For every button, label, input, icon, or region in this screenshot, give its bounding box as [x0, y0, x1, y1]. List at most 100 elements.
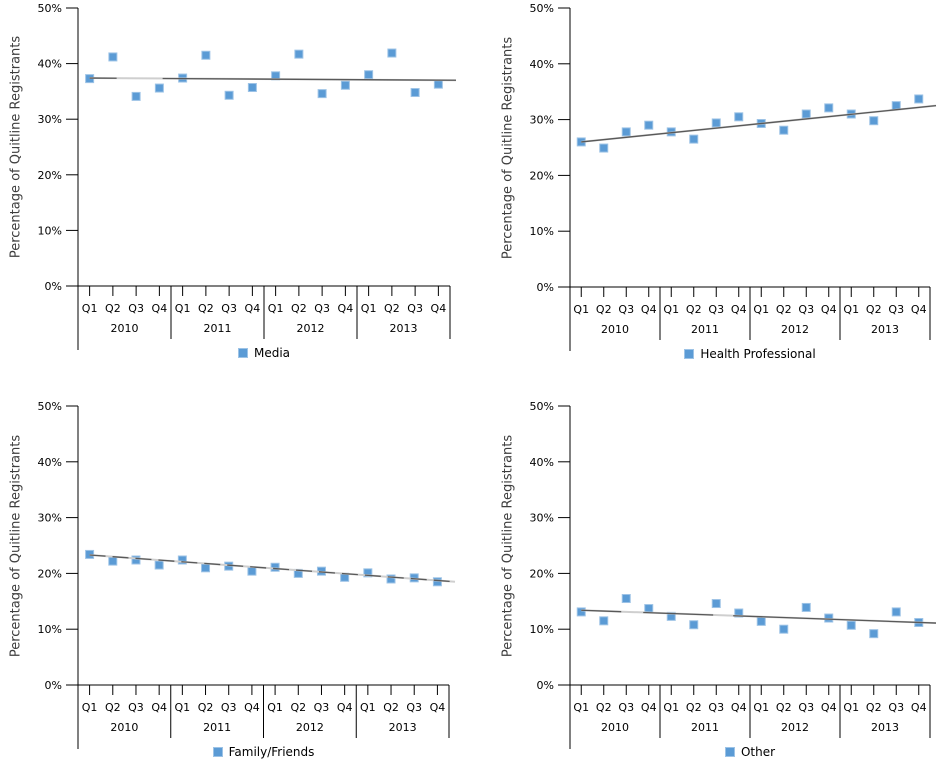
quarter-label: Q2 [198, 701, 214, 714]
quarter-label: Q4 [731, 701, 747, 714]
quarter-label: Q4 [641, 701, 657, 714]
quarter-label: Q4 [244, 701, 260, 714]
data-point [201, 563, 211, 573]
data-point [644, 120, 654, 130]
year-label: 2011 [691, 721, 719, 734]
data-point [294, 49, 304, 59]
y-tick-label: 20% [38, 169, 62, 182]
quarter-label: Q4 [911, 701, 927, 714]
year-label: 2012 [781, 323, 809, 336]
y-tick-label: 40% [530, 58, 554, 71]
legend-health-professional: Health Professional [570, 347, 930, 361]
data-point [846, 620, 856, 630]
quarter-label: Q1 [663, 701, 679, 714]
quarter-label: Q2 [105, 302, 121, 315]
quarter-label: Q2 [383, 701, 399, 714]
quarter-label: Q4 [821, 701, 837, 714]
data-point [131, 555, 141, 565]
data-point [599, 616, 609, 626]
data-point [340, 80, 350, 90]
data-point [666, 611, 676, 621]
y-tick-label: 20% [38, 567, 62, 580]
legend-other: Other [570, 745, 930, 759]
trend-line [581, 609, 937, 624]
quarter-label: Q3 [406, 701, 422, 714]
quarter-label: Q1 [753, 303, 769, 316]
data-point [363, 568, 373, 578]
data-point [824, 103, 834, 113]
quarter-label: Q4 [430, 701, 446, 714]
data-point [801, 109, 811, 119]
quarter-label: Q1 [663, 303, 679, 316]
quarter-label: Q4 [245, 302, 261, 315]
y-tick-label: 30% [530, 114, 554, 127]
data-point [177, 555, 187, 565]
quarter-label: Q3 [798, 303, 814, 316]
chart-other: Percentage of Quitline Registrants 0% 10%… [470, 385, 939, 769]
y-tick-label: 10% [530, 225, 554, 238]
year-label: 2013 [390, 322, 418, 335]
data-point [201, 50, 211, 60]
y-tick-label: 0% [537, 281, 554, 294]
year-label: 2013 [871, 323, 899, 336]
y-tick-label: 40% [530, 456, 554, 469]
year-label: 2010 [601, 721, 629, 734]
year-label: 2012 [781, 721, 809, 734]
data-point [644, 604, 654, 614]
data-point [108, 556, 118, 566]
trend-line [89, 77, 457, 81]
quarter-label: Q3 [618, 701, 634, 714]
y-tick-label: 10% [38, 224, 62, 237]
quarter-label: Q3 [314, 701, 330, 714]
legend-marker-icon [684, 349, 695, 359]
year-label: 2011 [691, 323, 719, 336]
quarter-label: Q1 [175, 701, 191, 714]
data-point [734, 608, 744, 618]
y-tick-label: 50% [530, 400, 554, 413]
quarter-label: Q3 [708, 701, 724, 714]
quarter-label: Q1 [361, 302, 377, 315]
quarter-label: Q1 [843, 701, 859, 714]
data-point [108, 52, 118, 62]
y-tick-label: 50% [38, 2, 62, 15]
quarter-label: Q3 [888, 303, 904, 316]
legend-marker-icon [212, 747, 223, 757]
quarter-label: Q2 [866, 303, 882, 316]
quarter-label: Q1 [360, 701, 376, 714]
data-point [869, 629, 879, 639]
quarter-label: Q2 [686, 701, 702, 714]
data-point [386, 574, 396, 584]
quarter-label: Q2 [291, 302, 307, 315]
data-point [410, 88, 420, 98]
data-point [914, 94, 924, 104]
quarter-label: Q3 [798, 701, 814, 714]
data-point [432, 577, 442, 587]
data-point [247, 83, 257, 93]
quarter-label: Q1 [82, 701, 98, 714]
quarter-label: Q4 [337, 701, 353, 714]
year-label: 2010 [601, 323, 629, 336]
chart-media: Percentage of Quitline Registrants 0% 10%… [0, 0, 469, 384]
quarter-label: Q1 [573, 701, 589, 714]
chart-family-friends: Percentage of Quitline Registrants 0% 10%… [0, 385, 469, 769]
data-point [734, 112, 744, 122]
data-point [891, 607, 901, 617]
data-point [689, 134, 699, 144]
y-tick-label: 0% [45, 679, 62, 692]
quarter-label: Q1 [175, 302, 191, 315]
quarter-label: Q4 [731, 303, 747, 316]
quarter-label: Q4 [911, 303, 927, 316]
y-tick-label: 0% [537, 679, 554, 692]
quarter-label: Q1 [82, 302, 98, 315]
quarter-label: Q3 [618, 303, 634, 316]
legend-family-friends: Family/Friends [78, 745, 449, 759]
data-point [711, 118, 721, 128]
y-tick-label: 40% [38, 58, 62, 71]
legend-marker-icon [237, 348, 248, 358]
data-point [599, 143, 609, 153]
quarter-label: Q3 [314, 302, 330, 315]
legend-label: Media [253, 346, 291, 360]
data-point [224, 90, 234, 100]
quarter-label: Q4 [151, 701, 167, 714]
y-tick-label: 30% [530, 512, 554, 525]
